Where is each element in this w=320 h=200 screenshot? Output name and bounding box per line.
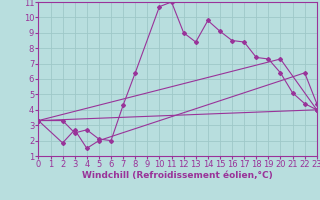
X-axis label: Windchill (Refroidissement éolien,°C): Windchill (Refroidissement éolien,°C) <box>82 171 273 180</box>
